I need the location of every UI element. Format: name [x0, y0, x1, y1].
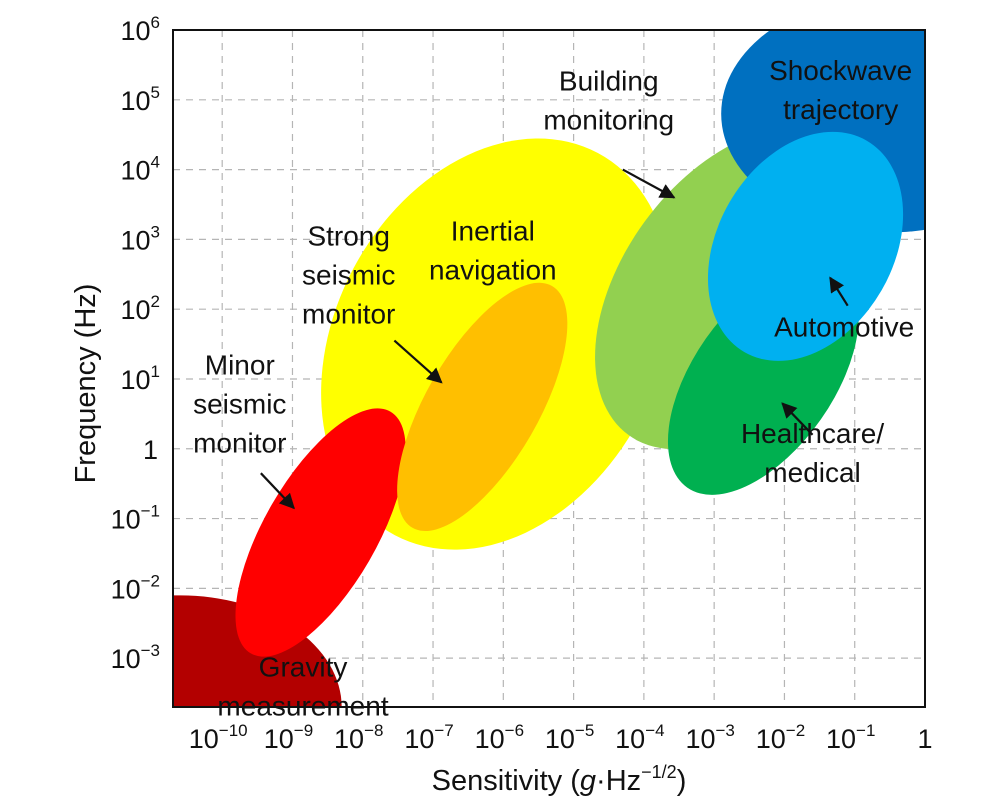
- arrow-building: [622, 168, 676, 199]
- label-arrows: [260, 168, 849, 510]
- y-tick-labels: 106 105 104 103 102 101 1 10−1 10−2 10−3: [111, 13, 160, 674]
- arrow-minor_seismic: [260, 472, 295, 510]
- x-tick-label: 1: [917, 724, 932, 754]
- x-axis-title: Sensitivity (g·Hz−1/2): [432, 762, 687, 797]
- label-gravity: Gravity measurement: [217, 652, 388, 722]
- arrow-healthcare: [781, 402, 814, 436]
- x-tick-label: 10−4: [615, 721, 664, 754]
- x-tick-label: 10−1: [826, 721, 875, 754]
- x-tick-label: 10−3: [685, 721, 734, 754]
- x-tick-label: 10−10: [189, 721, 248, 754]
- label-inertial: Inertial navigation: [429, 215, 557, 285]
- label-strong_seismic: Strong seismic monitor: [302, 220, 395, 329]
- y-tick-label: 105: [120, 83, 160, 116]
- y-axis-title: Frequency (Hz): [70, 284, 102, 484]
- x-tick-label: 10−6: [475, 721, 524, 754]
- y-tick-label: 10−3: [111, 641, 160, 674]
- y-tick-label: 106: [120, 13, 160, 46]
- y-tick-label: 102: [120, 292, 160, 325]
- plot-frame: [172, 29, 926, 708]
- application-regions: [173, 30, 925, 707]
- region-labels: Gravity measurement Strong seismic monitorMi…: [193, 55, 914, 722]
- y-tick-label: 101: [120, 362, 160, 395]
- region-minor_seismic: [235, 408, 406, 657]
- arrow-strong_seismic: [393, 339, 443, 384]
- x-tick-label: 10−7: [404, 721, 453, 754]
- x-tick-label: 10−2: [756, 721, 805, 754]
- x-tick-labels: 10−10 10−9 10−8 10−7 10−6 10−5 10−4 10−3 10−2 10−…: [189, 721, 933, 754]
- y-tick-label: 103: [120, 222, 160, 255]
- y-tick-label: 10−2: [111, 571, 160, 604]
- label-healthcare: Healthcare/medical: [741, 418, 884, 488]
- region-inertial: [397, 282, 568, 531]
- label-shockwave: Shockwave trajectory: [769, 55, 912, 125]
- arrow-automotive: [829, 276, 849, 307]
- label-minor_seismic: Minor seismic monitor: [193, 349, 286, 458]
- x-tick-label: 10−5: [545, 721, 594, 754]
- x-tick-label: 10−8: [334, 721, 383, 754]
- label-building: Building monitoring: [543, 65, 674, 135]
- y-tick-label: 10−1: [111, 502, 160, 535]
- region-automotive: [707, 131, 904, 361]
- x-tick-label: 10−9: [264, 721, 313, 754]
- y-tick-label: 1: [143, 435, 158, 465]
- label-automotive: Automotive: [774, 312, 914, 343]
- y-tick-label: 104: [120, 153, 160, 186]
